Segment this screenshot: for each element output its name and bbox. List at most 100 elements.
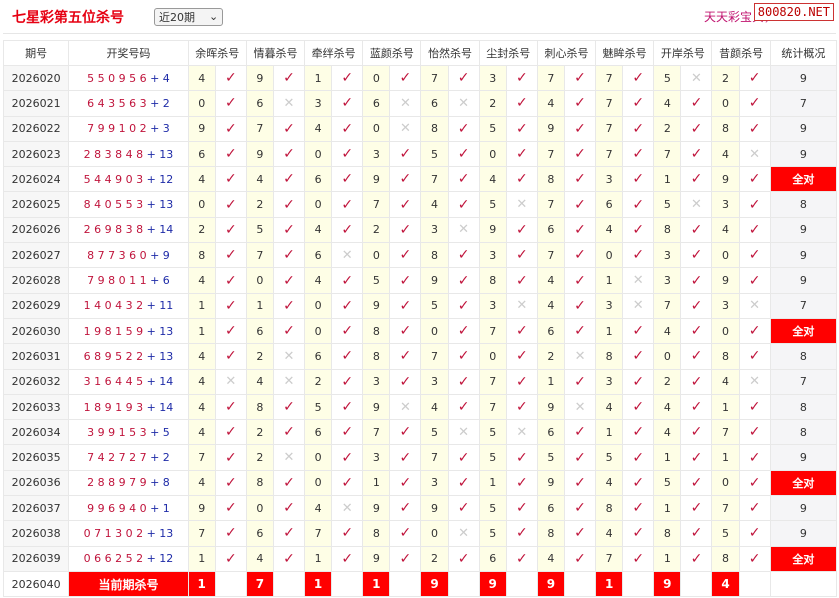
column-header: 开岸杀号 (653, 40, 713, 66)
check-icon: ✓ (505, 140, 538, 168)
check-icon: ✓ (680, 242, 713, 269)
kill-number: 6 (245, 90, 274, 117)
kill-number: 5 (478, 444, 507, 471)
kill-number: 2 (653, 368, 682, 395)
column-header: 蓝颜杀号 (362, 40, 422, 66)
check-icon: ✓ (622, 166, 655, 193)
check-icon: ✓ (738, 545, 771, 572)
kill-number: 5 (245, 216, 274, 244)
kill-number: 0 (711, 469, 740, 497)
kill-number: 8 (245, 469, 274, 497)
main-numbers: 7 4 2 7 2 7 (87, 451, 147, 465)
main-numbers: 0 6 6 2 5 2 (83, 552, 144, 566)
kill-number: 7 (536, 191, 565, 218)
kill-number: 4 (245, 166, 274, 193)
kill-number: 4 (187, 368, 216, 395)
kill-number: 8 (362, 317, 391, 345)
check-icon: ✓ (214, 140, 247, 168)
period-select[interactable]: 近20期 ⌄ (154, 7, 224, 26)
all-correct-badge: 全对 (769, 545, 838, 572)
issue-cell: 2026028 (2, 267, 70, 294)
issue-cell: 2026020 (2, 64, 70, 92)
check-icon: ✓ (505, 495, 538, 522)
table-row: 2026027 8 7 7 3 6 0 + 9 8 ✓ 7 ✓ 6 ✕ 0 ✓ 8 ✓ 3 ✓ 7 ✓ 0 ✓ 3 ✓… (2, 242, 838, 269)
issue-cell: 2026035 (2, 444, 70, 471)
cross-icon: ✕ (272, 90, 306, 117)
check-icon: ✓ (622, 317, 655, 345)
stat-cell: 9 (769, 444, 838, 471)
stat-cell: 9 (769, 267, 838, 294)
kill-number: 9 (420, 495, 449, 522)
check-icon: ✓ (680, 520, 713, 547)
kill-number: 1 (595, 267, 624, 294)
table-row: 2026031 6 8 9 5 2 2 + 13 4 ✓ 2 ✕ 6 ✓ 8 ✓ 7 ✓ 0 ✓ 2 ✕ 8 ✓ 0… (2, 343, 838, 370)
check-icon: ✓ (622, 140, 655, 168)
kill-number: 9 (536, 469, 565, 497)
kill-number: 6 (478, 545, 507, 572)
empty-cell (214, 570, 247, 598)
check-icon: ✓ (505, 520, 538, 547)
draw-number-cell: 1 9 8 1 5 9 + 13 (68, 317, 189, 345)
draw-number-cell: 6 4 3 5 6 3 + 2 (68, 90, 189, 117)
extra-number: 11 (159, 299, 174, 313)
kill-number: 5 (653, 64, 682, 92)
check-icon: ✓ (389, 64, 422, 92)
check-icon: ✓ (505, 64, 538, 92)
check-icon: ✓ (447, 140, 480, 168)
current-kill-number: 9 (536, 570, 565, 598)
check-icon: ✓ (447, 444, 480, 471)
kill-number: 8 (420, 115, 449, 142)
kill-number: 2 (245, 343, 274, 370)
check-icon: ✓ (738, 242, 771, 269)
kill-number: 0 (711, 317, 740, 345)
kill-number: 4 (595, 469, 624, 497)
page-title: 七星彩第五位杀号 (12, 9, 124, 26)
table-row: 2026036 2 8 8 9 7 9 + 8 4 ✓ 8 ✓ 0 ✓ 1 ✓ 3 ✓ 1 ✓ 9 ✓ 4 ✓ 5 ✓… (2, 469, 838, 497)
kill-number: 1 (595, 317, 624, 345)
plus-sign: + (143, 172, 160, 186)
column-header: 尘封杀号 (478, 40, 538, 66)
kill-number: 9 (711, 166, 740, 193)
kill-number: 8 (478, 267, 507, 294)
plus-sign: + (143, 299, 160, 313)
kill-number: 6 (304, 343, 333, 370)
kill-number: 5 (304, 393, 333, 421)
check-icon: ✓ (738, 444, 771, 471)
cross-icon: ✕ (738, 368, 771, 395)
kill-number: 0 (304, 469, 333, 497)
issue-cell: 2026026 (2, 216, 70, 244)
check-icon: ✓ (680, 267, 713, 294)
check-icon: ✓ (505, 368, 538, 395)
cross-icon: ✕ (272, 368, 306, 395)
check-icon: ✓ (214, 343, 247, 370)
check-icon: ✓ (738, 520, 771, 547)
plus-sign: + (143, 349, 160, 363)
plus-sign: + (146, 71, 163, 85)
check-icon: ✓ (563, 140, 597, 168)
stat-cell: 9 (769, 64, 838, 92)
check-icon: ✓ (389, 166, 422, 193)
kill-number: 5 (420, 419, 449, 446)
extra-number: 2 (162, 451, 170, 465)
check-icon: ✓ (447, 115, 480, 142)
kill-number: 9 (245, 140, 274, 168)
kill-number: 8 (362, 520, 391, 547)
all-correct-badge: 全对 (769, 317, 838, 345)
kill-number: 8 (420, 242, 449, 269)
check-icon: ✓ (563, 115, 597, 142)
stat-cell: 9 (769, 216, 838, 244)
check-icon: ✓ (447, 191, 480, 218)
kill-number: 5 (420, 140, 449, 168)
kill-number: 0 (711, 90, 740, 117)
empty-cell (738, 570, 771, 598)
check-icon: ✓ (738, 191, 771, 218)
kill-number: 0 (245, 267, 274, 294)
check-icon: ✓ (214, 166, 247, 193)
check-icon: ✓ (738, 64, 771, 92)
cross-icon: ✕ (505, 419, 538, 446)
kill-number: 8 (711, 115, 740, 142)
check-icon: ✓ (680, 545, 713, 572)
main-numbers: 2 8 3 8 4 8 (83, 147, 144, 161)
kill-number: 2 (536, 343, 565, 370)
kill-number: 4 (478, 166, 507, 193)
